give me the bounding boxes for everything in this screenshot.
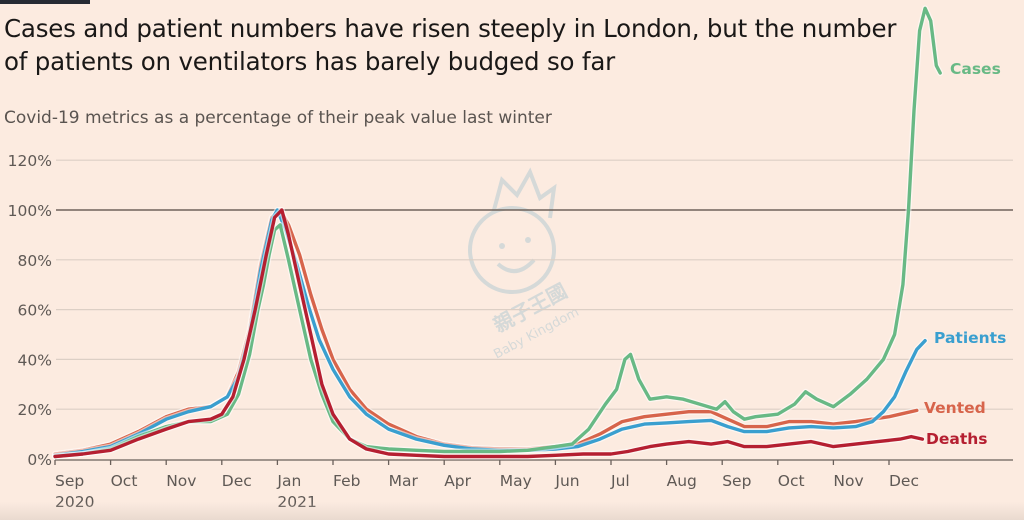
x-tick-label: May	[500, 472, 532, 490]
series-line-patients	[53, 208, 927, 457]
series-label-patients: Patients	[934, 329, 1006, 347]
x-tick-label: Apr	[444, 472, 471, 490]
chart-subtitle: Covid-19 metrics as a percentage of thei…	[4, 108, 552, 128]
ft-top-bar	[0, 0, 90, 4]
x-tick-label: Mar	[389, 472, 419, 490]
x-tick-label: Feb	[333, 472, 360, 490]
x-tick-label: Dec	[222, 472, 252, 490]
x-tick-label: Nov	[166, 472, 196, 490]
x-tick-label: Jul	[610, 472, 630, 490]
y-tick-label: 0%	[27, 451, 52, 469]
x-tick-label: Sep	[55, 472, 84, 490]
x-tick-label: Oct	[778, 472, 805, 490]
y-tick-label: 100%	[8, 202, 52, 220]
x-axis: Sep2020OctNovDecJan2021FebMarAprMayJunJu…	[54, 459, 1013, 511]
y-tick-label: 80%	[18, 252, 52, 270]
y-tick-label: 60%	[18, 302, 52, 320]
watermark: 親子王國 Baby Kingdom	[468, 167, 582, 362]
x-tick-label: Oct	[111, 472, 138, 490]
bottom-shadow	[0, 502, 1024, 520]
y-tick-label: 20%	[18, 401, 52, 419]
series-halo-cases	[52, 5, 944, 460]
x-tick-label: Jan	[276, 472, 301, 490]
series-halo-vented	[52, 207, 920, 457]
series-label-cases: Cases	[950, 60, 1001, 78]
watermark-logo-icon	[468, 167, 557, 294]
chart-title: Cases and patient numbers have risen ste…	[4, 14, 897, 76]
series-line-cases	[53, 6, 942, 459]
series-lines	[52, 5, 944, 460]
x-tick-label: Aug	[667, 472, 697, 490]
y-axis: 0% 20% 40% 60% 80% 100% 120%	[8, 152, 52, 469]
x-tick-label: Nov	[833, 472, 863, 490]
y-tick-label: 120%	[8, 152, 52, 170]
x-tick-label: Jun	[554, 472, 579, 490]
series-line-deaths	[53, 208, 925, 459]
series-label-vented: Vented	[924, 399, 986, 417]
series-labels: Cases Patients Vented Deaths	[924, 60, 1006, 448]
x-tick-label: Sep	[722, 472, 751, 490]
series-line-vented	[53, 208, 919, 456]
grid	[56, 159, 1013, 410]
series-label-deaths: Deaths	[926, 430, 988, 448]
series-halo-patients	[52, 207, 929, 459]
y-tick-label: 40%	[18, 351, 52, 369]
x-tick-label: Dec	[889, 472, 919, 490]
